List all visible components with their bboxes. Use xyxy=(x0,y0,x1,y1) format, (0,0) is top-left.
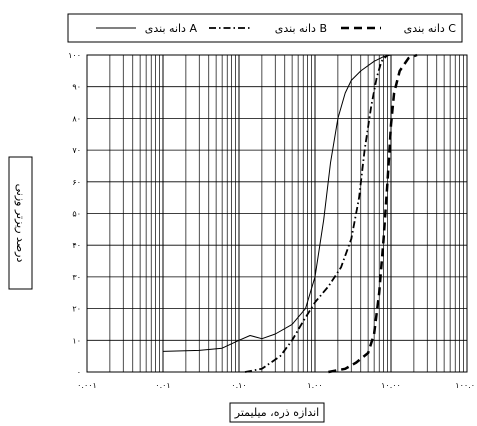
plot-frame xyxy=(86,54,468,373)
x-tick-label: ۱۰۰.۰ xyxy=(455,381,475,390)
x-tick-label: ۰.۱۰ xyxy=(231,381,246,390)
y-axis-title-box xyxy=(8,156,33,290)
x-axis-title-box xyxy=(229,402,325,423)
y-tick-labels: ۰ ۱۰ ۲۰ ۳۰ ۴۰ ۵۰ ۶۰ ۷۰ ۸۰ ۹۰ ۱۰۰ xyxy=(68,51,81,377)
y-tick-label: ۱۰ xyxy=(72,336,81,345)
y-tick-label: ۷۰ xyxy=(72,146,81,155)
x-tick-label: ۰.۰۰۱ xyxy=(77,381,97,390)
y-axis-title: درصد ریزتر وزنی xyxy=(8,156,33,290)
y-tick-label: ۶۰ xyxy=(72,178,81,187)
y-tick-label: ۸۰ xyxy=(72,114,81,123)
x-tick-label: ۰.۰۱ xyxy=(155,381,170,390)
legend-label-a: دانه بندی A xyxy=(145,22,198,35)
series-line-c xyxy=(328,53,418,374)
legend-label-b: دانه بندی B xyxy=(275,22,327,35)
series-lines xyxy=(162,53,418,374)
x-axis-title-text: اندازه ذره، میلیمتر xyxy=(234,406,319,419)
y-tick-label: ۵۰ xyxy=(72,210,81,219)
x-tick-label: ۱.۰۰ xyxy=(307,381,322,390)
y-axis-title-text: درصد ریزتر وزنی xyxy=(14,184,27,263)
series-line-a xyxy=(162,54,392,352)
y-tick-label: ۴۰ xyxy=(72,241,81,250)
legend-label-c: دانه بندی C xyxy=(404,22,457,35)
y-tick-label: ۱۰۰ xyxy=(68,51,81,60)
y-tick-label: ۰ xyxy=(77,368,81,377)
y-tick-label: ۳۰ xyxy=(72,273,81,282)
x-axis-title: اندازه ذره، میلیمتر xyxy=(229,402,325,423)
series-line-b xyxy=(244,54,389,373)
y-tick-label: ۲۰ xyxy=(72,305,81,314)
y-tick-label: ۹۰ xyxy=(72,83,81,92)
x-tick-label: ۱۰.۰۰ xyxy=(381,381,401,390)
grid xyxy=(86,54,467,373)
legend: دانه بندی C دانه بندی B دانه بندی A xyxy=(67,13,463,43)
x-tick-labels: ۰.۰۰۱ ۰.۰۱ ۰.۱۰ ۱.۰۰ ۱۰.۰۰ ۱۰۰.۰ xyxy=(77,381,475,390)
